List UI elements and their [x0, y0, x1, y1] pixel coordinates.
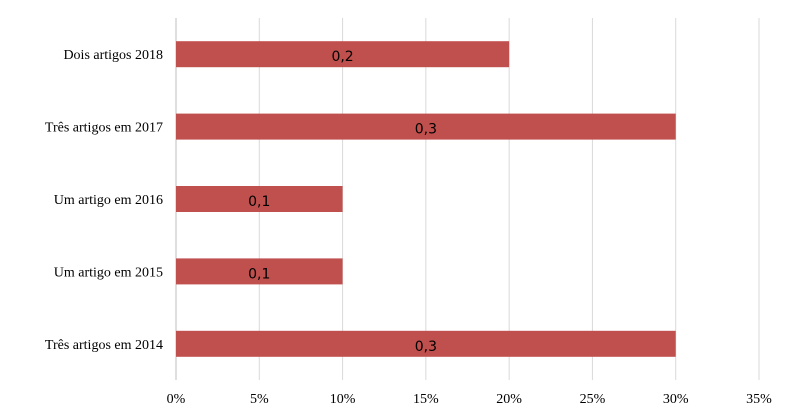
gridlines	[175, 18, 760, 380]
data-label: 0,3	[415, 339, 437, 355]
x-tick-label: 0%	[167, 392, 186, 407]
data-labels: 0,2 0,3 0,1 0,1 0,3	[248, 49, 437, 355]
category-labels: Dois artigos 2018 Três artigos em 2017 Um …	[45, 48, 163, 353]
x-tick-label: 5%	[250, 392, 269, 407]
bar	[176, 330, 676, 357]
x-tick-label: 30%	[663, 392, 689, 407]
data-label: 0,1	[248, 194, 270, 210]
x-tick-label: 10%	[330, 392, 356, 407]
category-label: Um artigo em 2016	[54, 193, 163, 208]
category-label: Três artigos em 2014	[45, 338, 163, 353]
data-label: 0,3	[415, 122, 437, 138]
x-tick-label: 25%	[580, 392, 606, 407]
data-label: 0,1	[248, 266, 270, 282]
category-label: Três artigos em 2017	[45, 121, 163, 136]
category-label: Dois artigos 2018	[63, 48, 163, 63]
x-tick-label: 15%	[413, 392, 439, 407]
bar	[176, 41, 510, 68]
bar	[176, 113, 676, 140]
bars	[176, 41, 676, 357]
x-tick-labels: 0% 5% 10% 15% 20% 25% 30% 35%	[167, 392, 773, 407]
bar	[176, 186, 343, 212]
x-tick-label: 35%	[746, 392, 772, 407]
data-label: 0,2	[331, 49, 353, 65]
x-tick-label: 20%	[496, 392, 522, 407]
bar	[176, 258, 343, 285]
category-label: Um artigo em 2015	[54, 265, 163, 280]
